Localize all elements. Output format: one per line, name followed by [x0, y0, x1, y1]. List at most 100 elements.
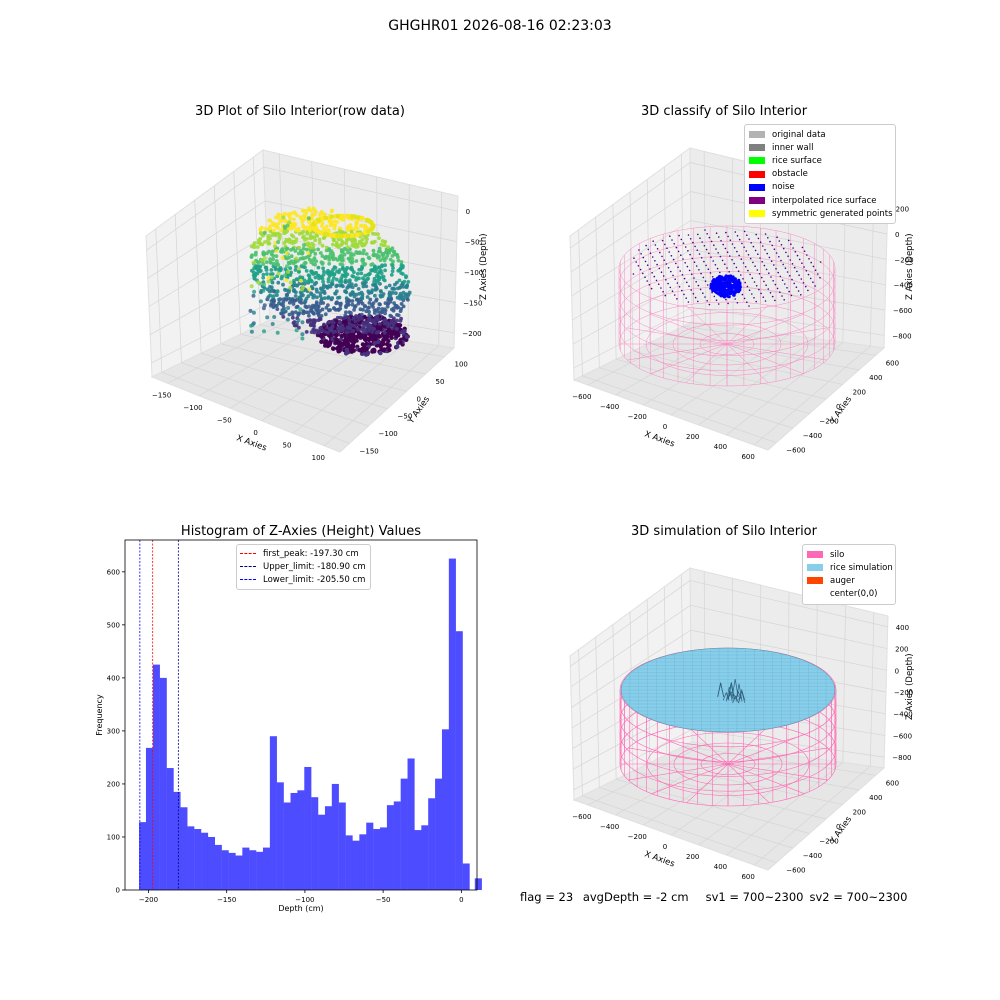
interpolated-point	[803, 266, 805, 268]
raw-point	[402, 329, 407, 334]
panel1-grid-x	[167, 322, 286, 384]
raw-point	[331, 242, 335, 247]
raw-point	[293, 310, 298, 314]
raw-point	[266, 279, 271, 284]
histogram-bar	[152, 664, 160, 890]
panel2-y-tick: −400	[803, 432, 822, 440]
raw-point	[311, 258, 316, 263]
interpolated-point	[700, 272, 702, 275]
raw-point	[319, 314, 324, 318]
raw-point	[263, 240, 267, 244]
raw-point	[322, 322, 326, 327]
raw-point	[385, 301, 390, 306]
raw-point	[320, 224, 324, 229]
noise-point	[734, 280, 738, 284]
interpolated-point	[649, 268, 651, 270]
interpolated-point	[677, 266, 679, 269]
raw-point	[322, 332, 326, 337]
raw-point	[367, 313, 372, 318]
raw-point	[310, 270, 315, 275]
raw-point	[316, 312, 321, 317]
raw-point	[334, 284, 339, 289]
raw-point	[353, 242, 358, 246]
panel1-x-label: X Axies	[235, 433, 268, 453]
interpolated-point	[699, 288, 702, 291]
interpolated-point	[788, 290, 790, 293]
raw-point	[339, 333, 344, 339]
panel4-silo-wireframe	[619, 647, 837, 807]
raw-point	[391, 323, 396, 327]
raw-point	[369, 290, 374, 295]
raw-point	[387, 294, 392, 299]
raw-point	[367, 301, 372, 305]
interpolated-point	[680, 254, 682, 256]
raw-point	[298, 248, 303, 253]
interpolated-point	[680, 238, 683, 241]
interpolated-point	[768, 256, 771, 259]
panel1-x-tick: 0	[253, 429, 257, 437]
raw-point	[346, 233, 351, 239]
raw-point	[335, 233, 340, 239]
raw-point	[264, 268, 269, 272]
panel2-legend-label: symmetric generated points	[772, 208, 893, 219]
panel1-grid-z-wall	[263, 166, 458, 212]
histogram-bar	[435, 778, 443, 890]
interpolated-point	[753, 281, 756, 283]
interpolated-point	[716, 267, 719, 270]
panel2-grid-z	[570, 162, 691, 249]
raw-point	[330, 296, 335, 300]
panel2-grid-z-wall	[691, 307, 885, 336]
raw-point	[377, 265, 382, 270]
raw-point	[343, 274, 348, 279]
raw-point	[344, 330, 349, 335]
interpolated-point	[681, 289, 683, 292]
panel2-grid-x-wall	[732, 158, 734, 328]
raw-point	[365, 295, 370, 299]
raw-point	[313, 275, 318, 280]
raw-point	[369, 226, 374, 232]
panel2-z-tick: −600	[893, 307, 912, 315]
panel4-silo-bottom-circle	[673, 742, 783, 786]
interpolated-point	[743, 246, 745, 248]
raw-point	[290, 310, 295, 315]
raw-point	[306, 273, 311, 277]
raw-point	[315, 234, 319, 238]
interpolated-point	[773, 264, 775, 266]
panel4-y-tick: 600	[886, 779, 899, 787]
raw-point	[347, 321, 352, 326]
panel2-grid-z	[571, 220, 692, 297]
histogram-bar	[455, 631, 463, 890]
raw-point	[313, 212, 318, 216]
panel2-grid-y	[599, 367, 793, 429]
interpolated-point	[644, 276, 646, 279]
panel1-grid-y	[181, 362, 369, 427]
interpolated-point	[660, 287, 662, 289]
raw-point	[317, 237, 322, 242]
raw-point	[323, 343, 328, 348]
interpolated-point	[769, 240, 771, 243]
raw-point	[328, 284, 333, 289]
interpolated-point	[747, 254, 750, 256]
raw-point	[380, 263, 384, 268]
interpolated-point	[652, 240, 654, 242]
raw-point	[304, 255, 308, 260]
raw-point	[402, 279, 407, 284]
panel2-y-tick: 400	[869, 374, 882, 382]
raw-point	[346, 315, 351, 320]
panel2-x-tick: 0	[663, 423, 667, 431]
interpolated-point	[692, 241, 694, 244]
interpolated-point	[660, 271, 663, 274]
interpolated-point	[765, 284, 767, 287]
histogram-x-tick-label: 0	[459, 896, 463, 904]
panel3-title: Histogram of Z-Axies (Height) Values	[180, 524, 422, 539]
interpolated-point	[702, 276, 705, 279]
raw-point	[266, 275, 271, 280]
raw-point	[363, 223, 368, 228]
interpolated-point	[772, 280, 774, 282]
panel1-grid-z	[151, 302, 270, 364]
raw-point	[351, 329, 356, 333]
histogram-x-tick-label: −100	[295, 896, 314, 904]
histogram-bars	[139, 558, 482, 890]
raw-point	[260, 258, 264, 263]
interpolated-point	[707, 268, 710, 271]
